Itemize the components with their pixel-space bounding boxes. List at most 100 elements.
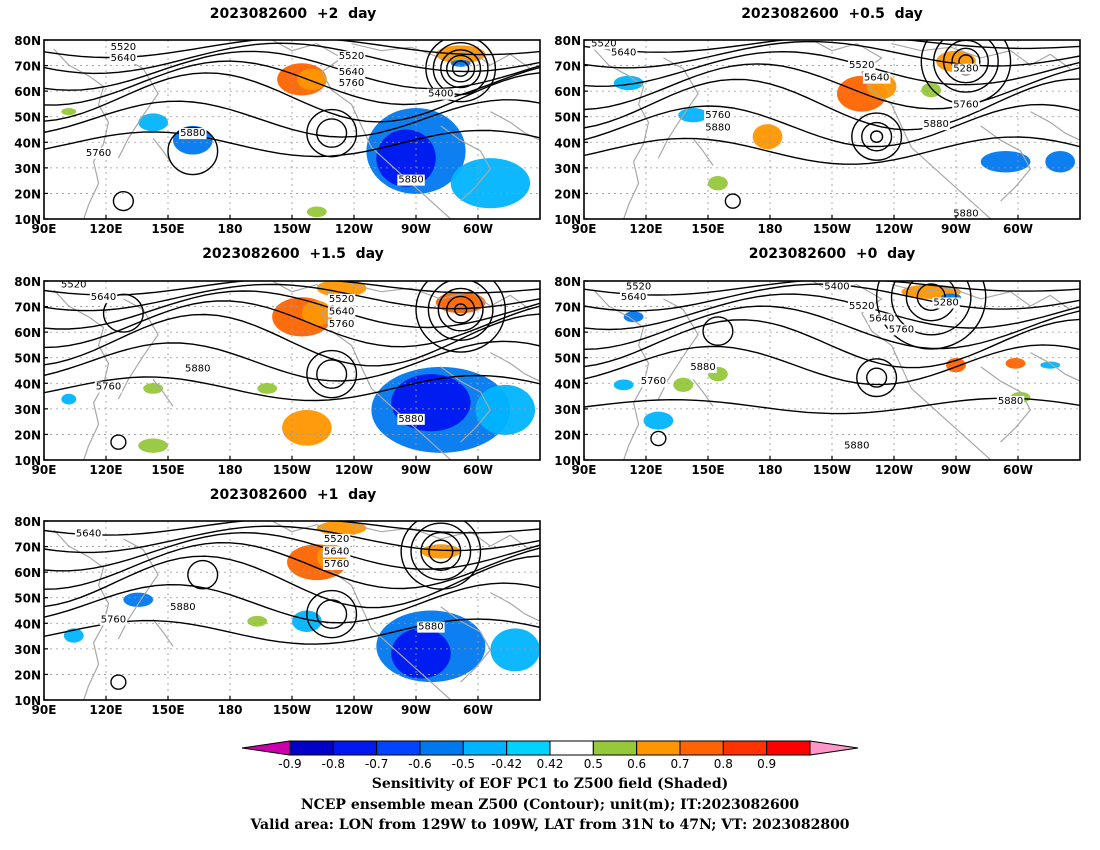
contour-label: 5880 — [923, 119, 948, 130]
sensitivity-patch — [613, 75, 644, 91]
z500-contour — [702, 316, 734, 346]
z500-contour — [861, 121, 893, 152]
sensitivity-patch — [306, 206, 327, 218]
z500-contour — [446, 54, 476, 83]
colorbar-box — [506, 740, 551, 756]
z500-contour — [44, 374, 540, 402]
contour-label: 5760 — [953, 99, 978, 110]
colorbar-box — [722, 740, 768, 756]
lat-tick-label: 30N — [14, 643, 41, 657]
map-body: 5520564054005520564057605280576058805880… — [584, 281, 1080, 460]
lon-tick-label: 120E — [89, 703, 122, 717]
z500-contour — [584, 344, 1080, 386]
contour-label: 5520 — [339, 51, 364, 62]
lat-tick-label: 10N — [554, 213, 581, 227]
z500-contour — [584, 293, 1080, 331]
lat-tick-label: 70N — [554, 60, 581, 74]
lat-tick-label: 40N — [554, 136, 581, 150]
coastline — [980, 366, 1032, 443]
z500-contour — [890, 281, 972, 336]
contour-label: 5880 — [998, 396, 1023, 407]
contour-label: 5640 — [621, 292, 646, 303]
lat-tick-label: 70N — [554, 301, 581, 315]
coastline — [593, 48, 650, 219]
z500-contour — [584, 305, 1080, 350]
z500-contour — [44, 340, 540, 382]
z500-contour — [410, 522, 472, 581]
contour-label: 5880 — [398, 414, 423, 425]
lat-tick-label: 80N — [554, 275, 581, 289]
colorbar-tick-label: -0.9 — [278, 757, 301, 771]
sensitivity-patch — [450, 158, 531, 209]
contour-label: 5760 — [324, 559, 349, 570]
z500-contour — [584, 136, 1080, 165]
caption-line-1: Sensitivity of EOF PC1 to Z500 field (Sh… — [371, 776, 729, 792]
contour-label: 5400 — [428, 89, 453, 100]
z500-contour — [44, 300, 540, 349]
z500-contour — [584, 318, 1080, 369]
coastline — [440, 366, 492, 443]
z500-contour — [875, 281, 987, 350]
lat-tick-label: 60N — [554, 326, 581, 340]
lon-tick-label: 90E — [32, 222, 57, 236]
lat-tick-label: 70N — [14, 301, 41, 315]
colorbar-triangle-high — [809, 740, 859, 756]
z500-contour — [44, 99, 540, 138]
z500-contour — [316, 118, 348, 148]
lon-tick-label: 90W — [401, 463, 431, 477]
lat-tick-label: 20N — [14, 668, 41, 682]
contour-label: 5520 — [329, 294, 354, 305]
sensitivity-patch — [138, 113, 168, 132]
z500-contour — [446, 295, 476, 324]
z500-contour — [432, 42, 489, 96]
map-panel-plus1p5day: 2023082600 +1.5 day 5520 5640 5520 5640 5760… — [0, 240, 550, 481]
lon-tick-label: 120E — [629, 463, 662, 477]
contour-label: 5880 — [690, 362, 715, 373]
coastline — [152, 619, 174, 647]
sensitivity-patch — [613, 379, 634, 391]
coastline — [891, 284, 1071, 311]
lon-tick-label: 150W — [813, 222, 851, 236]
lat-tick-label: 30N — [14, 162, 41, 176]
coastline — [811, 281, 992, 460]
coastline — [593, 289, 650, 460]
coastline — [53, 289, 110, 460]
lat-tick-label: 50N — [14, 592, 41, 606]
z500-contour — [306, 349, 358, 399]
z500-contour — [102, 293, 144, 333]
coastline — [657, 57, 699, 159]
lon-tick-label: 150E — [691, 463, 724, 477]
contour-label: 5640 — [329, 306, 354, 317]
lon-tick-label: 120W — [335, 703, 373, 717]
colorbar-tick-label: 0.8 — [714, 757, 733, 771]
sensitivity-patch — [61, 108, 77, 116]
z500-contour — [584, 63, 1080, 111]
z500-contour — [650, 430, 667, 447]
caption-line-3: Valid area: LON from 129W to 109W, LAT f… — [250, 817, 850, 833]
sensitivity-patch — [752, 124, 783, 150]
contour-label: 5880 — [180, 128, 205, 139]
sensitivity-patch — [282, 409, 332, 446]
colorbar-tick-label: 0.9 — [757, 757, 776, 771]
colorbar-box — [679, 740, 724, 756]
z500-contour — [452, 60, 470, 77]
lon-tick-label: 150E — [151, 222, 184, 236]
colorbar-tick-label: 0.5 — [584, 757, 603, 771]
lat-tick-label: 60N — [554, 85, 581, 99]
colorbar-box — [376, 740, 421, 756]
colorbar-box — [592, 740, 638, 756]
lat-tick-label: 50N — [554, 111, 581, 125]
z500-contour — [440, 49, 482, 89]
sensitivity-patch — [420, 544, 461, 559]
sensitivity-patch — [673, 377, 694, 392]
contour-label: 5760 — [96, 382, 121, 393]
coastline — [351, 284, 531, 311]
coastline — [1030, 111, 1080, 141]
contour-label: 5640 — [869, 314, 894, 325]
